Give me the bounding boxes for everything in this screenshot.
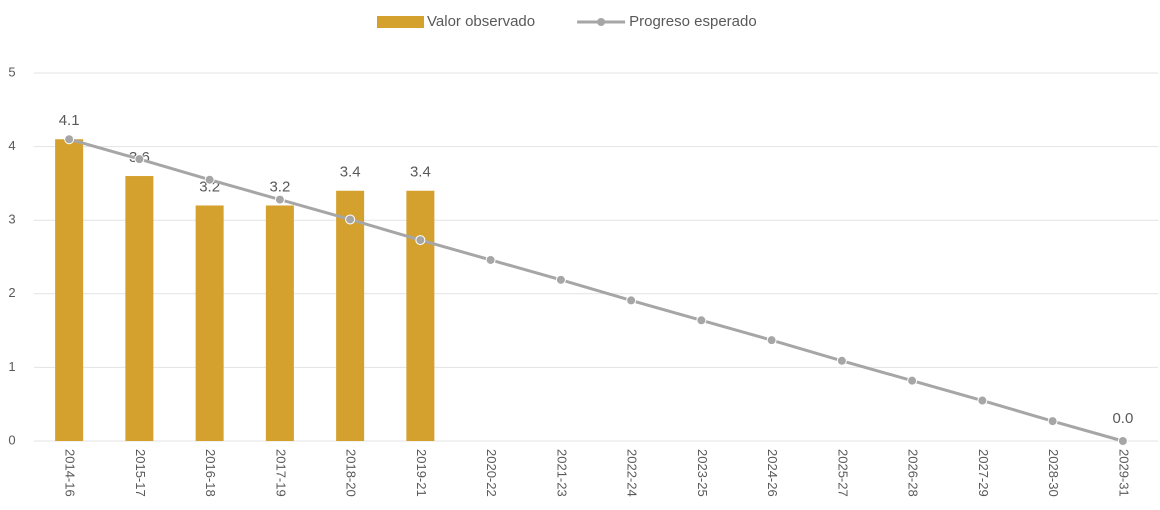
x-tick-label: 2016-18: [203, 449, 218, 497]
bar: [55, 139, 84, 442]
y-tick-label: 2: [8, 285, 15, 300]
line-marker: [134, 154, 145, 165]
x-tick-label: 2021-23: [554, 449, 569, 497]
x-tick-label: 2019-21: [414, 449, 429, 497]
y-tick-label: 4: [8, 138, 15, 153]
line-marker: [696, 315, 707, 326]
bar: [265, 205, 294, 441]
x-tick-label: 2025-27: [835, 449, 850, 497]
legend-marker: [597, 18, 606, 26]
line-marker: [626, 295, 637, 306]
x-tick-label: 2023-25: [695, 449, 710, 497]
y-tick-label: 5: [8, 64, 15, 79]
legend-label: Valor observado: [427, 13, 535, 30]
data-label: 3.4: [410, 164, 431, 181]
line-marker: [485, 254, 496, 265]
line-marker: [274, 194, 285, 205]
x-tick-label: 2015-17: [133, 449, 148, 497]
line-marker: [1117, 436, 1128, 446]
line-marker: [977, 395, 988, 406]
line: [68, 137, 1124, 443]
bar: [125, 176, 154, 442]
data-label: 0.0: [1112, 410, 1133, 427]
line-marker: [415, 235, 426, 246]
line-marker: [907, 375, 918, 386]
x-tick-label: 2027-29: [976, 449, 991, 497]
y-tick-label: 0: [8, 432, 15, 447]
bar: [406, 190, 435, 441]
line-marker: [64, 134, 75, 145]
x-tick-label: 2017-19: [273, 449, 288, 497]
line-marker: [204, 174, 215, 185]
x-tick-label: 2024-26: [765, 449, 780, 497]
line-marker: [555, 274, 566, 285]
y-tick-label: 3: [8, 212, 15, 227]
bar: [195, 205, 224, 441]
x-tick-label: 2028-30: [1046, 449, 1061, 497]
data-label: 3.2: [269, 178, 290, 195]
line-marker: [836, 355, 847, 366]
line-marker: [345, 214, 356, 225]
x-tick-label: 2018-20: [344, 449, 359, 497]
line-marker: [1047, 416, 1058, 427]
x-tick-label: 2022-24: [625, 449, 640, 497]
legend-label: Progreso esperado: [629, 13, 757, 30]
y-tick-label: 1: [8, 359, 15, 374]
data-label: 3.4: [340, 164, 361, 181]
legend-swatch: [377, 16, 424, 28]
x-tick-label: 2020-22: [484, 449, 499, 497]
x-tick-label: 2026-28: [906, 449, 921, 497]
x-tick-label: 2029-31: [1116, 449, 1131, 497]
x-tick-label: 2014-16: [63, 449, 78, 497]
data-label: 4.1: [59, 112, 80, 129]
line-marker: [766, 335, 777, 346]
bar: [336, 190, 365, 441]
